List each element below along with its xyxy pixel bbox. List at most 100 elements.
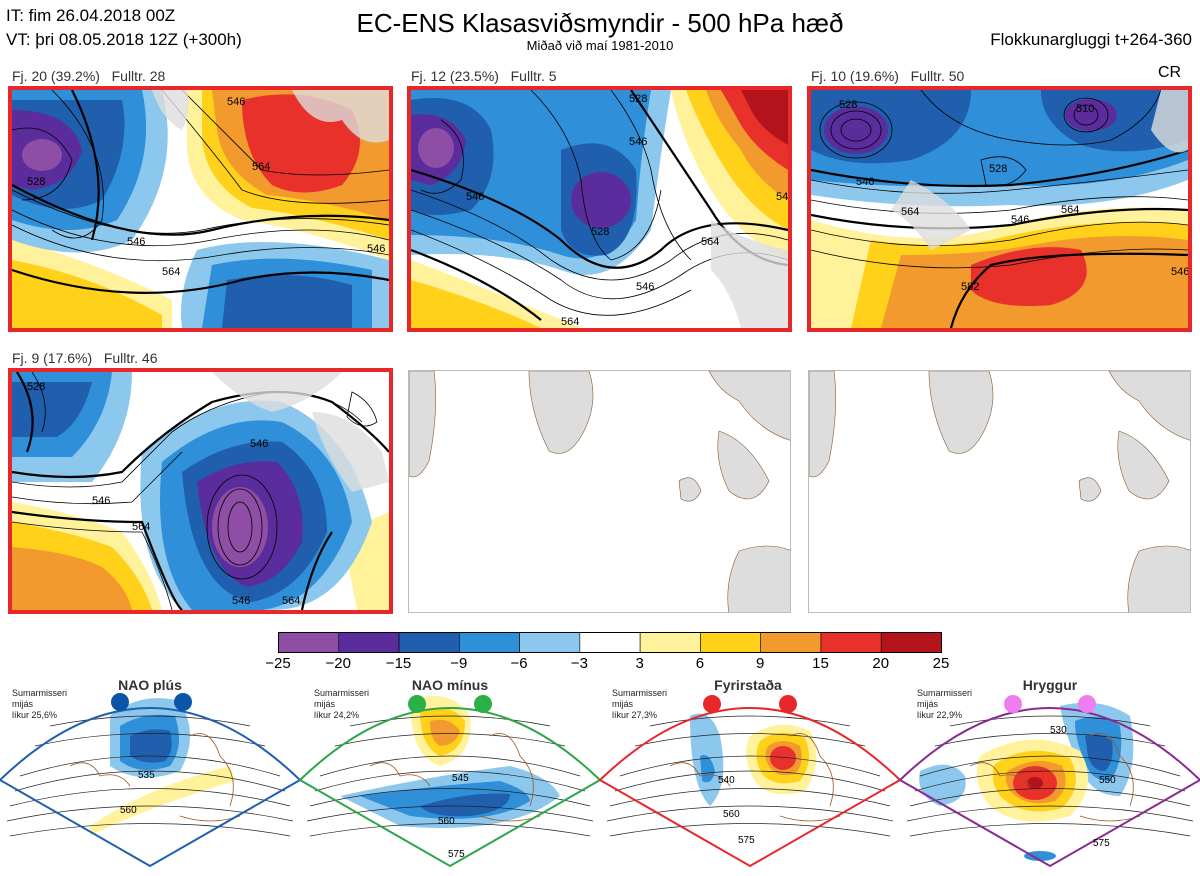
colorbar-swatch — [579, 632, 641, 653]
colorbar-tick: 9 — [756, 655, 765, 672]
cluster-1-map-svg: 546 528 564 546 564 546 — [12, 90, 389, 328]
regime-contour-label: 560 — [723, 809, 740, 820]
cluster-1-contour-label: 564 — [252, 161, 270, 173]
colorbar-swatch — [880, 632, 942, 653]
cluster-3-contour-label: 528 — [989, 163, 1007, 175]
regime-row: 535 560 — [0, 676, 1200, 871]
colorbar-tick: −20 — [325, 655, 351, 672]
cluster-1-contour-label: 528 — [27, 176, 45, 188]
page-title: EC-ENS Klasasviðsmyndir - 500 hPa hæð — [356, 8, 844, 38]
regime-dot — [1078, 695, 1096, 713]
regime-meta: Sumarmisseri mijás líkur 22,9% — [917, 688, 973, 720]
cluster-1-label: Fj. 20 (39.2%) Fulltr. 28 — [12, 68, 165, 84]
cluster-4-percent: Fj. 9 (17.6%) — [12, 350, 93, 366]
colorbar-tick: 20 — [872, 655, 890, 672]
regime-contour-label: 575 — [738, 835, 755, 846]
cluster-2-contour-label: 546 — [776, 191, 788, 203]
colorbar-tick: 6 — [695, 655, 705, 672]
regime-dot — [779, 695, 797, 713]
colorbar-tick: 15 — [812, 655, 829, 672]
cluster-3-contour-label: 528 — [839, 99, 857, 111]
cluster-2-contour-label: 546 — [466, 191, 484, 203]
colorbar-tick: −3 — [570, 655, 588, 672]
cluster-2-contour-label: 564 — [561, 316, 579, 328]
cluster-4-contour-label: 528 — [27, 381, 45, 393]
empty-map-1 — [408, 370, 791, 613]
regime-title: NAO mínus — [411, 677, 489, 693]
regime-nao-minus: 545 560 575 — [298, 695, 602, 868]
regime-contour-label: 560 — [120, 805, 137, 816]
cluster-1-contour-label: 546 — [127, 236, 145, 248]
colorbar-swatch — [398, 632, 460, 653]
cluster-4-contour-label: 546 — [232, 595, 250, 607]
regime-dot — [474, 695, 492, 713]
regime-contour-label: 560 — [438, 816, 455, 827]
cluster-2-contour-label: 528 — [591, 226, 609, 238]
colorbar-tick: 25 — [932, 655, 950, 672]
cluster-3-contour-label: 546 — [1171, 266, 1188, 278]
colorbar-tick: −25 — [265, 655, 291, 672]
cluster-3-label: Fj. 10 (19.6%) Fulltr. 50 — [811, 68, 964, 84]
regime-contour-label: 575 — [448, 849, 465, 860]
cluster-2-contour-label: 546 — [629, 136, 647, 148]
regime-dot — [174, 693, 192, 711]
cluster-4-label: Fj. 9 (17.6%) Fulltr. 46 — [12, 350, 158, 366]
cluster-3-percent: Fj. 10 (19.6%) — [811, 68, 899, 84]
cluster-3-map-svg: 528 510 528 546 564 546 564 582 546 — [811, 90, 1188, 328]
regime-dot — [408, 695, 426, 713]
cluster-2-representative: Fulltr. 5 — [510, 68, 557, 84]
cluster-3-contour-label: 546 — [1011, 214, 1029, 226]
colorbar-tick: 3 — [635, 655, 644, 672]
colorbar-swatch — [338, 632, 400, 653]
regime-meta: Sumarmisseri mijás líkur 24,2% — [314, 688, 370, 720]
colorbar-swatch — [700, 632, 761, 653]
cluster-4-contour-label: 546 — [250, 438, 268, 450]
cluster-1-map: 546 528 564 546 564 546 — [8, 86, 393, 332]
colorbar-swatch — [278, 632, 340, 653]
cluster-1-contour-label: 546 — [367, 243, 385, 255]
regime-contour-label: 575 — [1093, 838, 1110, 849]
cluster-4-representative: Fulltr. 46 — [103, 350, 158, 366]
cluster-4-contour-label: 564 — [132, 521, 150, 533]
colorbar-swatch — [459, 632, 520, 653]
colorbar-swatch — [760, 632, 822, 653]
colorbar-labels: −25 −20 −15 −9 −6 −3 3 6 9 15 20 25 — [265, 655, 949, 675]
empty-map-2-svg — [809, 371, 1190, 612]
regime-meta: Sumarmisseri mijás líkur 25,6% — [12, 688, 68, 720]
valid-time: VT: þri 08.05.2018 12Z (+300h) — [6, 30, 242, 49]
cluster-1-contour-label: 564 — [162, 266, 180, 278]
regime-title: Fyrirstaða — [714, 677, 782, 693]
colorbar-swatch — [820, 632, 882, 653]
regime-title: NAO plús — [118, 677, 182, 693]
colorbar — [278, 632, 942, 653]
cluster-4-map-svg: 528 546 564 546 546 564 — [12, 372, 389, 610]
cluster-1-percent: Fj. 20 (39.2%) — [12, 68, 100, 84]
regime-dot — [111, 693, 129, 711]
cluster-3-contour-label: 564 — [1061, 204, 1079, 216]
regime-meta: Sumarmisseri mijás líkur 27,3% — [612, 688, 668, 720]
cluster-3-contour-label: 582 — [961, 281, 979, 293]
empty-map-2 — [808, 370, 1191, 613]
cluster-3-map: 528 510 528 546 564 546 564 582 546 — [807, 86, 1192, 332]
empty-map-1-svg — [409, 371, 790, 612]
regime-sectors-svg: 535 560 — [0, 693, 1200, 868]
colorbar-tick: −15 — [385, 655, 412, 672]
colorbar-swatch — [519, 632, 581, 653]
regime-contour-label: 540 — [718, 775, 735, 786]
regime-contour-label: 535 — [138, 770, 155, 781]
cluster-3-contour-label: 510 — [1076, 103, 1094, 115]
classification-window: Flokkunargluggi t+264-360 — [990, 30, 1192, 49]
regime-ridge: 530 550 575 — [898, 695, 1200, 868]
cluster-3-contour-label: 546 — [856, 176, 874, 188]
cluster-2-contour-label: 528 — [629, 93, 647, 105]
cluster-2-label: Fj. 12 (23.5%) Fulltr. 5 — [411, 68, 557, 84]
page-subtitle: Miðað við maí 1981-2010 — [526, 38, 674, 53]
regime-contour-label: 550 — [1099, 775, 1116, 786]
cluster-3-contour-label: 564 — [901, 206, 919, 218]
cluster-2-map-svg: 528 546 528 546 564 546 564 546 — [411, 90, 788, 328]
cluster-4-contour-label: 546 — [92, 495, 110, 507]
cluster-4-map: 528 546 564 546 546 564 — [8, 368, 393, 614]
colorbar-tick: −6 — [510, 655, 528, 672]
cluster-1-contour-label: 546 — [227, 96, 245, 108]
initial-time: IT: fim 26.04.2018 00Z — [6, 6, 176, 25]
